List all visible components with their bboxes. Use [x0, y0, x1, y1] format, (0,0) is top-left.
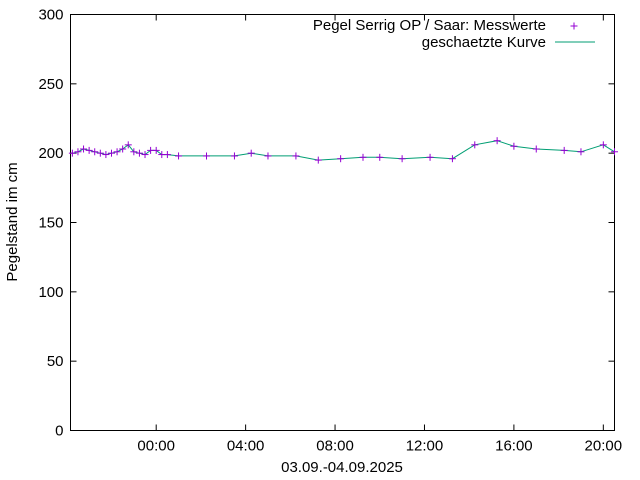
measurement-point	[448, 155, 456, 163]
y-tick-label: 0	[55, 423, 63, 440]
y-tick-label: 300	[38, 7, 63, 24]
measurement-point	[337, 155, 345, 163]
measurement-point	[163, 151, 171, 159]
measurement-point	[124, 141, 132, 149]
measurement-point	[398, 155, 406, 163]
measurement-point	[264, 152, 272, 160]
measurement-point	[152, 146, 160, 154]
y-axis-title: Pegelstand im cm	[4, 162, 21, 281]
x-tick-label: 08:00	[316, 438, 354, 455]
x-tick-label: 20:00	[585, 438, 623, 455]
measurement-point	[426, 153, 434, 161]
measurements-series	[68, 137, 618, 164]
measurement-point	[314, 156, 322, 164]
legend: Pegel Serrig OP / Saar: Messwerte gescha…	[313, 17, 595, 51]
measurement-point	[141, 151, 149, 159]
measurement-point	[247, 149, 255, 157]
x-tick-label: 04:00	[227, 438, 265, 455]
legend-label-measurements: Pegel Serrig OP / Saar: Messwerte	[313, 17, 546, 34]
measurement-point	[113, 148, 121, 156]
plot-frame	[70, 14, 615, 431]
y-axis-ticks: 0 50 100 150 200 250 300	[38, 7, 615, 440]
measurement-point	[74, 148, 82, 156]
measurement-point	[510, 142, 518, 150]
measurement-point	[230, 152, 238, 160]
measurement-point	[68, 149, 76, 157]
y-tick-label: 200	[38, 145, 63, 162]
measurement-point	[130, 148, 138, 156]
measurement-point	[292, 152, 300, 160]
measurement-point	[493, 137, 501, 145]
measurement-point	[577, 148, 585, 156]
legend-plus-marker	[570, 22, 578, 30]
y-tick-label: 250	[38, 76, 63, 93]
y-tick-label: 100	[38, 284, 63, 301]
measurement-point	[85, 146, 93, 154]
legend-label-curve: geschaetzte Kurve	[422, 34, 546, 51]
measurement-point	[107, 149, 115, 157]
measurement-point	[80, 145, 88, 153]
legend-marker-measurements	[570, 22, 578, 30]
x-tick-label: 12:00	[406, 438, 444, 455]
x-tick-label: 00:00	[137, 438, 175, 455]
y-tick-label: 150	[38, 215, 63, 232]
measurement-point	[102, 151, 110, 159]
measurement-point	[611, 148, 618, 156]
measurement-point	[532, 145, 540, 153]
measurement-point	[376, 153, 384, 161]
x-tick-label: 16:00	[495, 438, 533, 455]
measurement-point	[175, 152, 183, 160]
x-axis-title: 03.09.-04.09.2025	[281, 459, 403, 476]
measurement-point	[471, 141, 479, 149]
y-tick-label: 50	[47, 353, 64, 370]
measurement-point	[359, 153, 367, 161]
x-axis-ticks: 00:00 04:00 08:00 12:00 16:00 20:00	[137, 14, 623, 455]
measurement-point	[203, 152, 210, 160]
measurement-point	[599, 141, 607, 149]
measurement-point	[96, 149, 104, 157]
measurement-point	[560, 146, 568, 154]
measurement-point	[119, 145, 127, 153]
measurement-point	[91, 148, 99, 156]
measurement-point	[135, 149, 143, 157]
